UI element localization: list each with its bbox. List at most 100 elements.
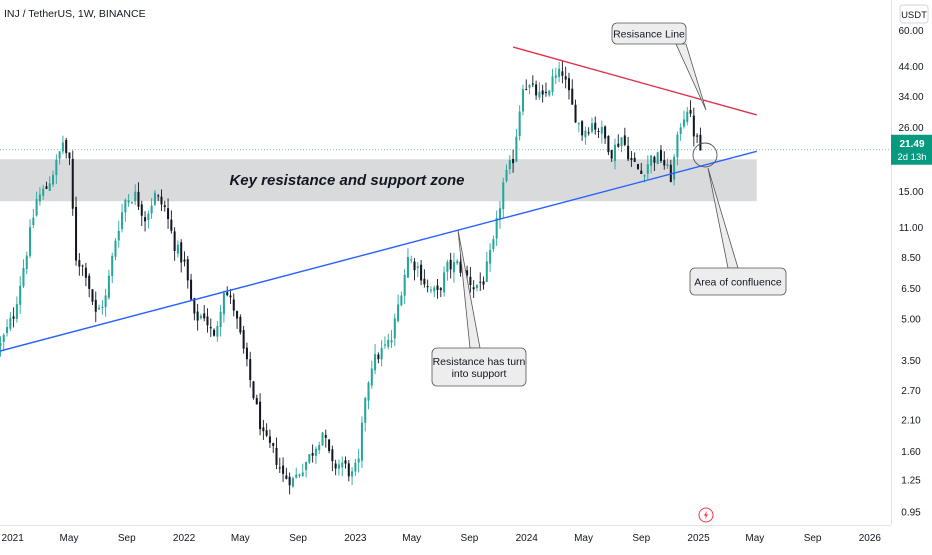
support-trendline[interactable] <box>0 150 757 352</box>
candle <box>479 272 482 291</box>
candle <box>498 201 501 229</box>
x-tick-label: Sep <box>289 533 307 544</box>
y-tick-label: 5.00 <box>901 315 921 326</box>
time-scale[interactable]: 2021 May Sep 2022 May Sep 2023 May Sep 2024 May Sep… <box>2 533 882 544</box>
candle <box>107 269 110 300</box>
candle <box>331 445 334 472</box>
candle <box>449 252 452 279</box>
x-tick-label: May <box>231 533 250 544</box>
candle <box>620 137 623 153</box>
x-tick-label: 2024 <box>516 533 539 544</box>
candle <box>439 287 442 298</box>
candle <box>216 321 219 342</box>
candle <box>380 340 383 367</box>
candle <box>203 305 206 322</box>
svg-text:Area of confluence: Area of confluence <box>694 277 782 289</box>
candle <box>25 251 28 275</box>
candle <box>91 289 94 306</box>
candle <box>429 286 432 294</box>
trendline-layer <box>0 46 757 352</box>
candle <box>567 72 570 100</box>
candle <box>525 79 528 91</box>
candle <box>134 184 137 205</box>
candle <box>245 342 248 367</box>
candle <box>12 307 15 328</box>
candle <box>551 68 554 96</box>
candle <box>65 137 68 159</box>
lightning-icon[interactable] <box>698 507 714 523</box>
candle <box>298 473 301 478</box>
candle <box>314 446 317 464</box>
candle <box>548 89 551 97</box>
candle <box>55 154 58 184</box>
candle <box>68 152 71 166</box>
candle <box>78 253 81 276</box>
candle <box>170 210 173 234</box>
candle <box>663 151 666 170</box>
candle <box>190 273 193 301</box>
currency-badge[interactable]: USDT <box>899 4 929 24</box>
confluence-callout[interactable]: Area of confluence <box>689 167 787 296</box>
candle <box>469 267 472 293</box>
candle <box>406 248 409 278</box>
candle <box>692 107 695 147</box>
candle <box>308 454 311 465</box>
candle <box>452 252 455 283</box>
candle <box>351 467 354 486</box>
candle <box>696 133 699 144</box>
candle <box>446 259 449 281</box>
candle <box>535 80 538 100</box>
y-tick-label: 60.00 <box>898 26 923 37</box>
candle <box>104 288 107 317</box>
candle <box>554 67 557 84</box>
y-tick-label: 26.00 <box>898 123 923 134</box>
candle <box>288 472 291 495</box>
x-tick-label: Sep <box>118 533 136 544</box>
candle <box>318 441 321 455</box>
candle <box>61 135 64 155</box>
annotation-layer: Resisance Line Resistance has turn into su… <box>431 22 787 387</box>
key-zone-band[interactable] <box>0 159 757 202</box>
candle <box>587 127 590 136</box>
candle <box>147 210 150 229</box>
candle <box>272 442 275 453</box>
candle <box>433 285 436 298</box>
candle <box>630 150 633 167</box>
candle <box>357 448 360 473</box>
y-tick-label: 2.10 <box>901 415 921 426</box>
candle <box>604 125 607 144</box>
candle <box>443 266 446 297</box>
x-tick-label: 2022 <box>173 533 196 544</box>
candle <box>393 313 396 347</box>
candle <box>29 219 32 259</box>
x-tick-label: May <box>402 533 421 544</box>
candle <box>472 280 475 298</box>
candle <box>324 429 327 448</box>
candle <box>354 458 357 476</box>
candle <box>666 158 669 169</box>
candle <box>682 110 685 129</box>
resistance-support-callout[interactable]: Resistance has turn into support <box>431 229 527 387</box>
symbol-header: INJ / TetherUS, 1W, BINANCE <box>4 8 146 20</box>
candle <box>528 83 531 95</box>
candle <box>124 198 127 222</box>
candle <box>282 457 285 482</box>
resistance-trendline[interactable] <box>512 46 757 116</box>
price-scale[interactable]: 60.00 44.00 34.00 26.00 15.00 11.00 8.50 6.50 5.… <box>898 26 923 519</box>
candle <box>344 456 347 469</box>
y-tick-label: 11.00 <box>899 223 924 234</box>
zone-layer: Key resistance and support zone <box>0 159 757 202</box>
candle <box>328 438 331 454</box>
candle <box>646 155 649 180</box>
x-tick-label: 2021 <box>2 533 25 544</box>
candle <box>259 393 262 436</box>
candle <box>627 136 630 162</box>
candle <box>347 460 350 482</box>
candle <box>157 194 160 202</box>
candle <box>334 459 337 476</box>
resistance-line-callout[interactable]: Resisance Line <box>611 22 707 111</box>
candle <box>676 131 679 166</box>
